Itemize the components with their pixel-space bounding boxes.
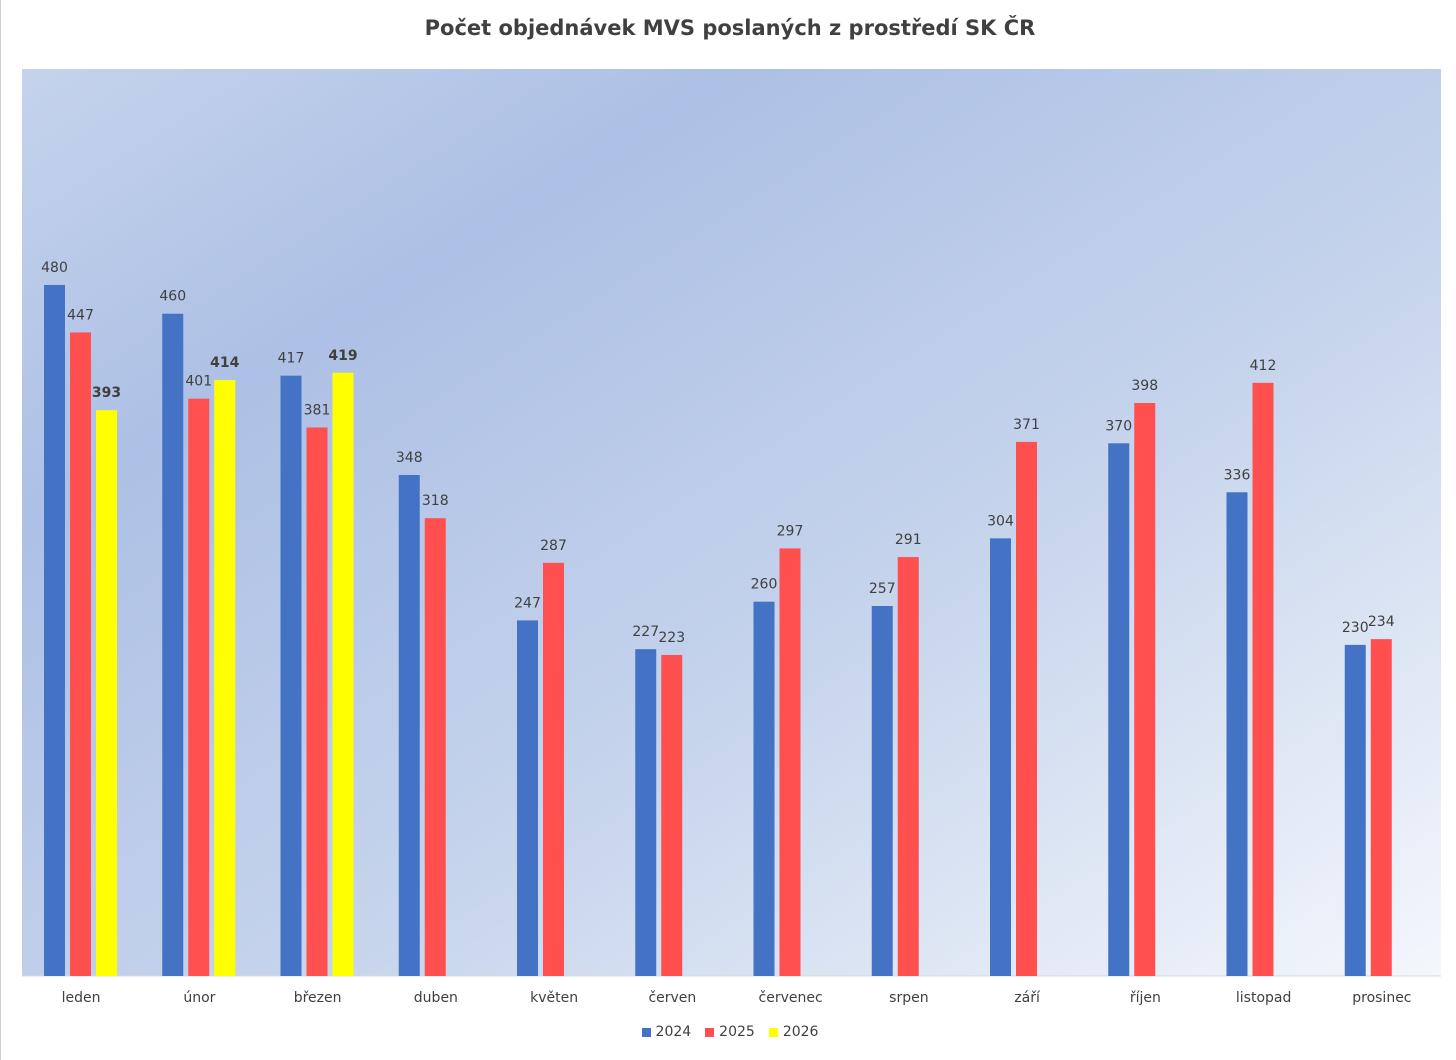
category-label-červenec: červenec: [759, 990, 823, 1006]
bar-2025-září: [1016, 441, 1037, 976]
value-label-2025-březen: 381: [304, 402, 331, 418]
value-label-2024-červenec: 260: [751, 577, 778, 593]
legend: 2024 2025 2026: [0, 1024, 1456, 1040]
bar-2024-září: [990, 538, 1011, 976]
bars-group: [44, 284, 1392, 977]
bar-2024-říjen: [1108, 443, 1130, 976]
category-label-srpen: srpen: [889, 990, 928, 1006]
value-label-2025-červenec: 297: [777, 523, 804, 539]
bar-2024-únor: [162, 313, 184, 976]
category-label-únor: únor: [183, 990, 215, 1006]
value-label-2025-září: 371: [1013, 417, 1040, 433]
value-label-2026-březen: 419: [328, 348, 357, 364]
bar-2024-prosinec: [1344, 644, 1366, 976]
value-label-2025-prosinec: 234: [1368, 614, 1395, 630]
bar-2024-červen: [635, 649, 657, 976]
value-labels-group: 480 447 393 460 401 414 417 381 419 348 318 247 287 2…: [41, 260, 1395, 646]
bar-2025-červen: [661, 654, 683, 976]
bar-2025-říjen: [1134, 403, 1156, 976]
legend-label: 2025: [719, 1024, 755, 1040]
category-label-březen: březen: [294, 990, 342, 1006]
bar-2025-březen: [306, 427, 328, 976]
value-label-2024-červen: 227: [632, 624, 659, 640]
category-label-leden: leden: [62, 990, 101, 1006]
bar-2024-listopad: [1226, 492, 1248, 976]
value-label-2024-prosinec: 230: [1342, 620, 1369, 636]
category-label-duben: duben: [414, 990, 458, 1006]
bar-2025-duben: [424, 518, 446, 976]
plot-area: [22, 69, 1441, 976]
category-label-červen: červen: [648, 990, 696, 1006]
legend-label: 2026: [782, 1024, 819, 1040]
legend-item-2026: 2026: [768, 1024, 819, 1040]
value-label-2025-listopad: 412: [1250, 358, 1277, 374]
value-label-2026-únor: 414: [210, 355, 239, 371]
bar-2024-duben: [398, 474, 420, 976]
category-label-prosinec: prosinec: [1352, 990, 1411, 1006]
bar-2025-leden: [70, 332, 91, 976]
value-label-2025-červen: 223: [658, 630, 685, 646]
left-border: [0, 0, 1, 1060]
bar-2025-srpen: [897, 557, 919, 976]
bar-2024-srpen: [871, 606, 893, 976]
chart-title: Počet objednávek MVS poslaných z prostře…: [424, 16, 1036, 40]
category-label-listopad: listopad: [1236, 990, 1291, 1006]
legend-item-2024: 2024: [641, 1024, 692, 1040]
bar-2026-březen: [332, 372, 354, 976]
bar-2026-leden: [96, 410, 117, 976]
bar-2024-leden: [44, 284, 65, 976]
legend-swatch: [705, 1027, 715, 1037]
value-label-2025-srpen: 291: [895, 532, 922, 548]
value-label-2024-květen: 247: [514, 595, 541, 611]
value-label-2024-listopad: 336: [1224, 467, 1251, 483]
value-label-2024-srpen: 257: [869, 581, 896, 597]
category-label-říjen: říjen: [1130, 990, 1161, 1006]
value-label-2025-duben: 318: [422, 493, 449, 509]
value-label-2025-říjen: 398: [1131, 378, 1158, 394]
value-label-2025-květen: 287: [540, 538, 567, 554]
bar-2024-červenec: [753, 601, 775, 976]
bar-2025-květen: [543, 562, 564, 976]
bar-2026-únor: [214, 379, 236, 976]
category-labels-group: leden únor březen duben květen červen červenec…: [62, 990, 1412, 1006]
value-label-2024-říjen: 370: [1105, 418, 1132, 434]
value-label-2026-leden: 393: [92, 385, 121, 401]
value-label-2025-leden: 447: [67, 307, 94, 323]
category-label-květen: květen: [530, 990, 578, 1006]
bar-2024-březen: [280, 375, 302, 977]
legend-item-2025: 2025: [705, 1024, 755, 1040]
value-label-2024-únor: 460: [159, 289, 186, 305]
bar-2025-listopad: [1252, 382, 1274, 976]
bar-2025-červenec: [779, 548, 801, 976]
legend-swatch: [641, 1027, 651, 1037]
value-label-2024-březen: 417: [278, 351, 305, 367]
value-label-2024-duben: 348: [396, 450, 423, 466]
legend-label: 2024: [655, 1024, 692, 1040]
bar-2024-květen: [517, 620, 538, 976]
value-label-2025-únor: 401: [185, 374, 212, 390]
bar-2025-prosinec: [1370, 639, 1392, 976]
legend-swatch: [768, 1027, 778, 1037]
value-label-2024-září: 304: [987, 513, 1014, 529]
value-label-2024-leden: 480: [41, 260, 68, 276]
category-label-září: září: [1014, 990, 1041, 1006]
bar-2025-únor: [188, 398, 210, 977]
